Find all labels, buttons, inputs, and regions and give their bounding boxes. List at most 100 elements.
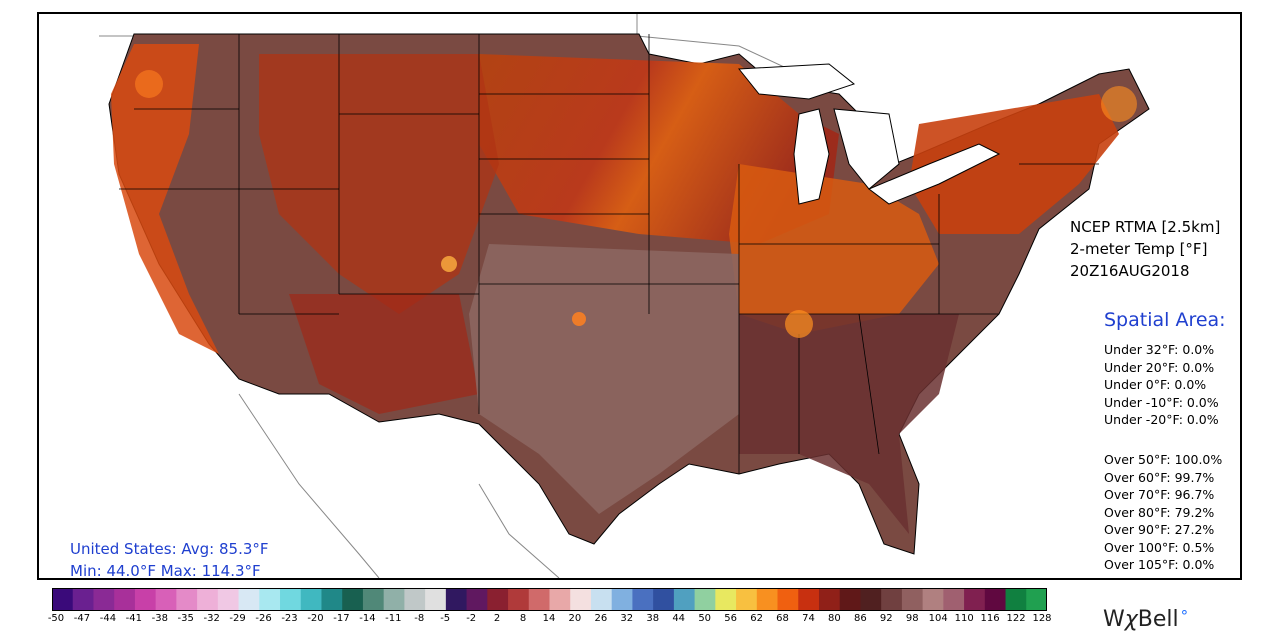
over-stat: Over 60°F: 99.7%	[1104, 469, 1215, 485]
colorbar-tick-label: -14	[359, 613, 376, 624]
colorbar-tick-label: 50	[698, 613, 712, 624]
mexico-outline	[238, 393, 560, 578]
colorbar-swatch	[818, 588, 841, 611]
over-stat: Over 50°F: 100.0%	[1104, 452, 1223, 467]
colorbar-swatch	[383, 588, 405, 611]
hot-spot	[785, 310, 813, 338]
spatial-area-over: Over 50°F: 100.0% Over 60°F: 99.7% Over …	[1104, 451, 1222, 574]
colorbar-swatch	[280, 588, 302, 611]
colorbar-swatch	[404, 588, 426, 611]
colorbar-tick-label: 26	[594, 613, 608, 624]
colorbar-tick-label: 128	[1032, 613, 1052, 624]
colorbar-swatch	[756, 588, 779, 611]
colorbar-swatch	[839, 588, 862, 611]
colorbar-tick-label: -5	[440, 613, 451, 624]
colorbar-swatch	[445, 588, 468, 611]
colorbar-swatch	[570, 588, 592, 611]
colorbar-swatch	[508, 588, 530, 611]
colorbar-tick-label: 38	[646, 613, 660, 624]
colorbar-labels: -50 -47 -44 -41 -38 -35 -32 -29 -26 -23 -20 -17 -14-…	[44, 613, 1054, 627]
colorbar-swatch	[922, 588, 944, 611]
colorbar-swatch	[549, 588, 571, 611]
hot-spot	[1101, 86, 1137, 122]
map-canvas	[99, 14, 1150, 578]
colorbar-swatch	[321, 588, 343, 611]
colorbar-tick-label: -35	[177, 613, 194, 624]
temperature-map	[37, 12, 1242, 580]
colorbar-swatch	[736, 588, 758, 611]
colorbar-tick-label: -29	[229, 613, 246, 624]
colorbar-swatch	[611, 588, 634, 611]
lake-michigan	[793, 108, 830, 205]
colorbar-swatch	[259, 588, 281, 611]
colorbar-tick-label: 2	[493, 613, 501, 624]
state-boundaries	[119, 34, 1099, 474]
hot-spot	[441, 256, 457, 272]
over-stat: Over 70°F: 96.7%	[1104, 487, 1215, 502]
colorbar-tick-label: -26	[255, 613, 272, 624]
colorbar-tick-label: 86	[854, 613, 867, 624]
variable-name: 2-meter Temp [°F]	[1070, 240, 1208, 258]
colorbar-tick-label: 98	[905, 613, 919, 624]
colorbar-tick-label: 122	[1006, 613, 1026, 624]
southwest-hot	[289, 294, 479, 414]
over-stat: Over 80°F: 79.2%	[1104, 504, 1215, 520]
colorbar-tick-label: 92	[879, 613, 893, 624]
colorbar-swatch	[300, 588, 323, 611]
colorbar-swatch	[52, 588, 74, 611]
colorbar-tick-label: 104	[928, 613, 948, 624]
colorbar-swatch	[798, 588, 820, 611]
colorbar-swatch	[860, 588, 882, 611]
over-stat: Over 105°F: 0.0%	[1104, 557, 1215, 572]
lake-erie-ontario	[868, 143, 1001, 205]
colorbar-tick-label: -38	[151, 613, 168, 624]
colorbar-swatch	[881, 588, 903, 611]
colorbar-swatch	[777, 588, 799, 611]
over-stat: Over 90°F: 27.2%	[1104, 522, 1215, 537]
northeast-hot	[909, 94, 1119, 234]
colorbar-tick-label: -50	[47, 613, 65, 624]
colorbar-swatch	[694, 588, 716, 611]
colorbar-tick-label: -23	[281, 613, 298, 624]
colorbar-swatch	[487, 588, 509, 611]
colorbar-swatch	[673, 588, 696, 611]
colorbar-swatch	[1026, 588, 1047, 611]
lake-huron	[833, 108, 900, 190]
colorbar-tick-label: 44	[672, 613, 686, 624]
colorbar-swatch	[197, 588, 219, 611]
southeast-warm	[739, 314, 959, 534]
under-stat: Under 32°F: 0.0%	[1104, 342, 1215, 357]
colorbar-swatch	[342, 588, 364, 611]
colorbar-tick-label: -44	[99, 613, 117, 624]
colorbar-tick-label: 20	[568, 613, 582, 624]
colorbar-tick-label: -11	[385, 613, 402, 624]
colorbar-tick-label: -20	[307, 613, 324, 624]
colorbar-tick-label: 32	[620, 613, 634, 624]
colorbar-swatch	[715, 588, 737, 611]
logo-dot-icon: °	[1180, 607, 1189, 625]
colorbar-swatch	[425, 588, 447, 611]
under-stat: Under -10°F: 0.0%	[1104, 394, 1219, 410]
valid-time: 20Z16AUG2018	[1070, 262, 1190, 280]
under-stat: Under -20°F: 0.0%	[1104, 412, 1219, 427]
colorbar-tick-label: -8	[414, 613, 425, 624]
colorbar-tick-label: -2	[466, 613, 477, 624]
colorbar-tick-label: 80	[828, 613, 841, 624]
colorbar-swatch	[590, 588, 613, 611]
colorbar-swatch	[528, 588, 551, 611]
colorbar-tick-label: -41	[125, 613, 142, 624]
hot-spot	[572, 312, 586, 326]
colorbar-tick-label: 62	[750, 613, 763, 624]
west-coast-hot	[111, 44, 219, 354]
colorbar-tick-label: 74	[802, 613, 815, 624]
colorbar-swatch	[362, 588, 385, 611]
colorbar-swatch	[72, 588, 95, 611]
spatial-area-under: Under 32°F: 0.0% Under 20°F: 0.0% Under …	[1104, 341, 1219, 429]
colorbar-tick-label: 56	[724, 613, 737, 624]
data-source: NCEP RTMA [2.5km]	[1070, 218, 1221, 236]
colorbar-tick-label: 8	[519, 613, 527, 624]
us-temperature-stats: United States: Avg: 85.3°F Min: 44.0°F M…	[70, 538, 269, 582]
colorbar-tick-label: -47	[73, 613, 91, 624]
south-central-cool	[469, 244, 739, 514]
colorbar-swatch	[217, 588, 240, 611]
